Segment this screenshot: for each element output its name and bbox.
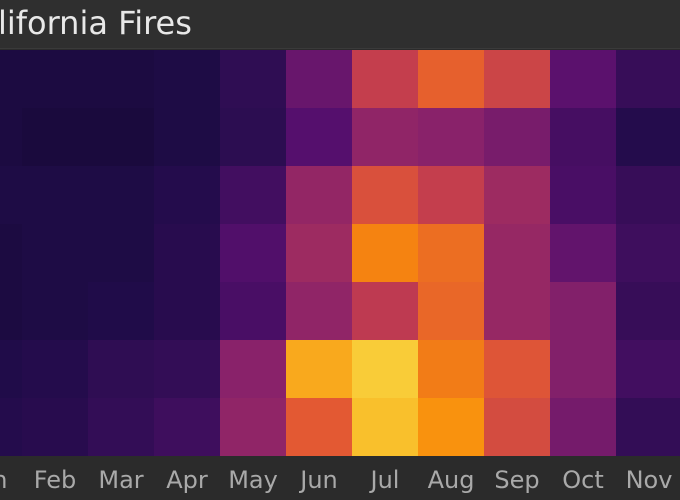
x-tick-oct: Oct	[562, 466, 604, 494]
heatmap-cell-oct-2	[550, 166, 616, 224]
heatmap-cell-mar-1	[88, 108, 154, 166]
heatmap-cell-jun-4	[286, 282, 352, 340]
heatmap-cell-aug-2	[418, 166, 484, 224]
heatmap-cell-oct-3	[550, 224, 616, 282]
heatmap-cell-apr-5	[154, 340, 220, 398]
heatmap-cell-feb-2	[22, 166, 88, 224]
heatmap-cell-jul-1	[352, 108, 418, 166]
heatmap-cell-mar-5	[88, 340, 154, 398]
heatmap-cell-feb-5	[22, 340, 88, 398]
x-tick-jun: Jun	[300, 466, 338, 494]
heatmap-cell-apr-6	[154, 398, 220, 456]
heatmap-cell-jun-0	[286, 50, 352, 108]
heatmap-cell-may-6	[220, 398, 286, 456]
heatmap-cell-may-1	[220, 108, 286, 166]
heatmap-cell-feb-3	[22, 224, 88, 282]
heatmap-cell-jan-3	[0, 224, 22, 282]
heatmap	[0, 50, 680, 456]
x-tick-sep: Sep	[494, 466, 540, 494]
heatmap-cell-may-2	[220, 166, 286, 224]
heatmap-cell-oct-4	[550, 282, 616, 340]
heatmap-cell-sep-4	[484, 282, 550, 340]
x-tick-mar: Mar	[98, 466, 144, 494]
x-tick-jul: Jul	[370, 466, 400, 494]
heatmap-cell-may-4	[220, 282, 286, 340]
heatmap-cell-mar-2	[88, 166, 154, 224]
heatmap-cell-aug-0	[418, 50, 484, 108]
x-tick-feb: Feb	[33, 466, 77, 494]
heatmap-cell-jun-3	[286, 224, 352, 282]
x-tick-may: May	[228, 466, 278, 494]
heatmap-cell-feb-1	[22, 108, 88, 166]
title-bar: California Fires	[0, 0, 680, 49]
heatmap-cell-jul-0	[352, 50, 418, 108]
heatmap-cell-oct-6	[550, 398, 616, 456]
x-tick-jan: Jan	[0, 466, 8, 494]
heatmap-cell-nov-0	[616, 50, 680, 108]
heatmap-cell-nov-5	[616, 340, 680, 398]
heatmap-cell-jun-2	[286, 166, 352, 224]
heatmap-cell-jan-6	[0, 398, 22, 456]
heatmap-cell-nov-3	[616, 224, 680, 282]
heatmap-cell-aug-6	[418, 398, 484, 456]
heatmap-cell-aug-5	[418, 340, 484, 398]
heatmap-cell-sep-2	[484, 166, 550, 224]
heatmap-cell-jan-2	[0, 166, 22, 224]
heatmap-cell-jun-5	[286, 340, 352, 398]
heatmap-cell-mar-3	[88, 224, 154, 282]
heatmap-cell-jul-5	[352, 340, 418, 398]
heatmap-cell-jun-1	[286, 108, 352, 166]
heatmap-cell-jul-4	[352, 282, 418, 340]
chart-title: California Fires	[0, 4, 192, 42]
x-tick-apr: Apr	[166, 466, 208, 494]
heatmap-cell-jul-2	[352, 166, 418, 224]
heatmap-cell-aug-1	[418, 108, 484, 166]
heatmap-cell-oct-5	[550, 340, 616, 398]
heatmap-cell-oct-1	[550, 108, 616, 166]
heatmap-cell-nov-6	[616, 398, 680, 456]
heatmap-cell-nov-4	[616, 282, 680, 340]
heatmap-cell-mar-0	[88, 50, 154, 108]
heatmap-cell-sep-5	[484, 340, 550, 398]
heatmap-cell-oct-0	[550, 50, 616, 108]
heatmap-cell-nov-1	[616, 108, 680, 166]
heatmap-cell-may-0	[220, 50, 286, 108]
heatmap-cell-may-3	[220, 224, 286, 282]
x-tick-aug: Aug	[427, 466, 475, 494]
heatmap-cell-jul-3	[352, 224, 418, 282]
heatmap-cell-aug-4	[418, 282, 484, 340]
heatmap-cell-jan-4	[0, 282, 22, 340]
heatmap-cell-may-5	[220, 340, 286, 398]
heatmap-cell-mar-6	[88, 398, 154, 456]
heatmap-cell-aug-3	[418, 224, 484, 282]
heatmap-cell-apr-2	[154, 166, 220, 224]
heatmap-cell-jan-0	[0, 50, 22, 108]
x-axis: JanFebMarAprMayJunJulAugSepOctNovDec	[0, 458, 680, 500]
heatmap-cell-mar-4	[88, 282, 154, 340]
x-tick-nov: Nov	[625, 466, 673, 494]
heatmap-cell-feb-6	[22, 398, 88, 456]
heatmap-cell-sep-6	[484, 398, 550, 456]
heatmap-cell-sep-0	[484, 50, 550, 108]
heatmap-cell-jun-6	[286, 398, 352, 456]
heatmap-cell-sep-3	[484, 224, 550, 282]
heatmap-cell-apr-4	[154, 282, 220, 340]
heatmap-cell-nov-2	[616, 166, 680, 224]
heatmap-cell-sep-1	[484, 108, 550, 166]
heatmap-cell-apr-1	[154, 108, 220, 166]
heatmap-cell-feb-0	[22, 50, 88, 108]
heatmap-cell-apr-0	[154, 50, 220, 108]
heatmap-cell-jul-6	[352, 398, 418, 456]
heatmap-cell-jan-1	[0, 108, 22, 166]
heatmap-cell-jan-5	[0, 340, 22, 398]
heatmap-cell-feb-4	[22, 282, 88, 340]
heatmap-cell-apr-3	[154, 224, 220, 282]
